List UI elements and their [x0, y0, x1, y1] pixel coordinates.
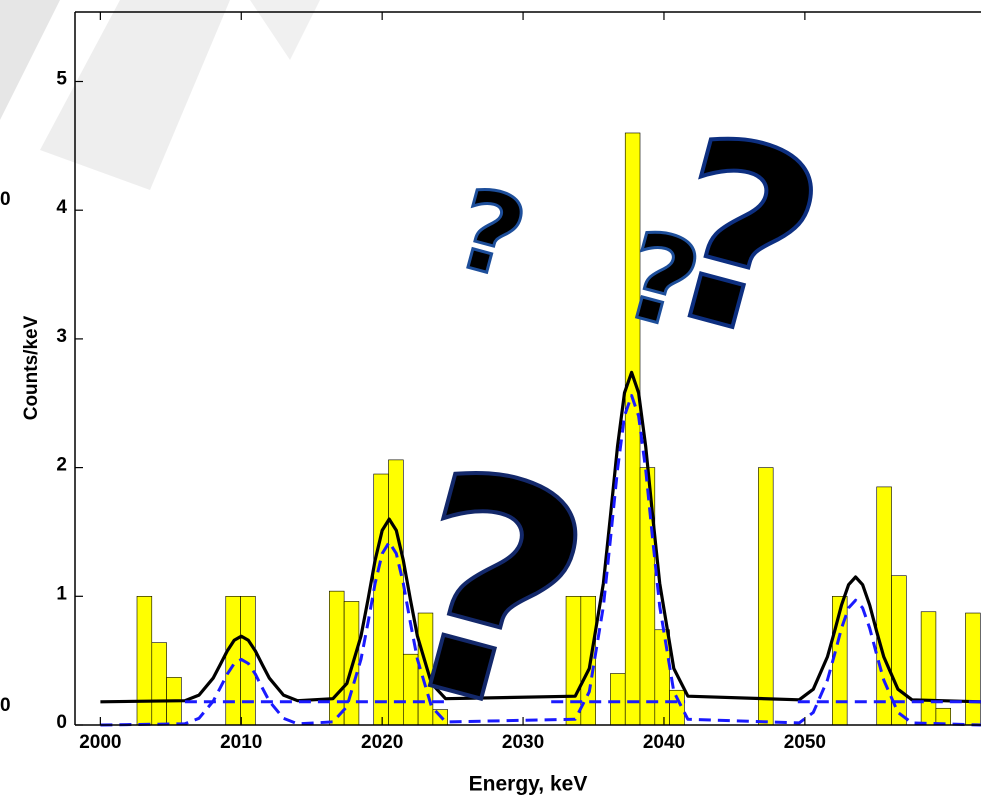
- y-tick-label: 2: [56, 455, 67, 476]
- watermark: [250, 0, 320, 60]
- chart: 0 0 Energy, keV Counts/keV ? ? ? ? 20002…: [0, 0, 981, 805]
- histogram-bar: [758, 468, 773, 725]
- question-mark-icon: ?: [443, 164, 538, 304]
- cropped-label: 0: [0, 189, 11, 210]
- histogram-bar: [226, 596, 241, 725]
- histogram-bar: [625, 133, 640, 725]
- x-tick-label: 2050: [784, 732, 826, 753]
- cropped-label: 0: [0, 695, 11, 716]
- x-tick-label: 2000: [79, 732, 121, 753]
- y-tick-label: 4: [56, 197, 67, 218]
- histogram-bar: [966, 613, 981, 725]
- histogram-bar: [610, 674, 625, 725]
- histogram-bar: [329, 591, 344, 725]
- y-tick-label: 0: [56, 712, 67, 733]
- x-tick-label: 2020: [361, 732, 403, 753]
- y-axis-label: Counts/keV: [21, 315, 42, 420]
- x-tick-label: 2040: [643, 732, 685, 753]
- y-tick-label: 1: [56, 583, 67, 604]
- decoration: ? ? ? ?: [362, 80, 849, 785]
- x-tick-label: 2030: [502, 732, 544, 753]
- histogram-bar: [877, 487, 892, 725]
- histogram-bar: [152, 643, 167, 725]
- watermark: [40, 0, 230, 190]
- question-mark-icon: ?: [634, 80, 849, 399]
- histogram-bar: [921, 612, 936, 725]
- y-tick-label: 3: [56, 326, 67, 347]
- histogram-bar: [137, 596, 152, 725]
- y-tick-label: 5: [56, 69, 67, 90]
- x-tick-label: 2010: [220, 732, 262, 753]
- watermark: [0, 0, 60, 120]
- page: {"chart_data": { "type": "histogram", "x…: [0, 0, 981, 805]
